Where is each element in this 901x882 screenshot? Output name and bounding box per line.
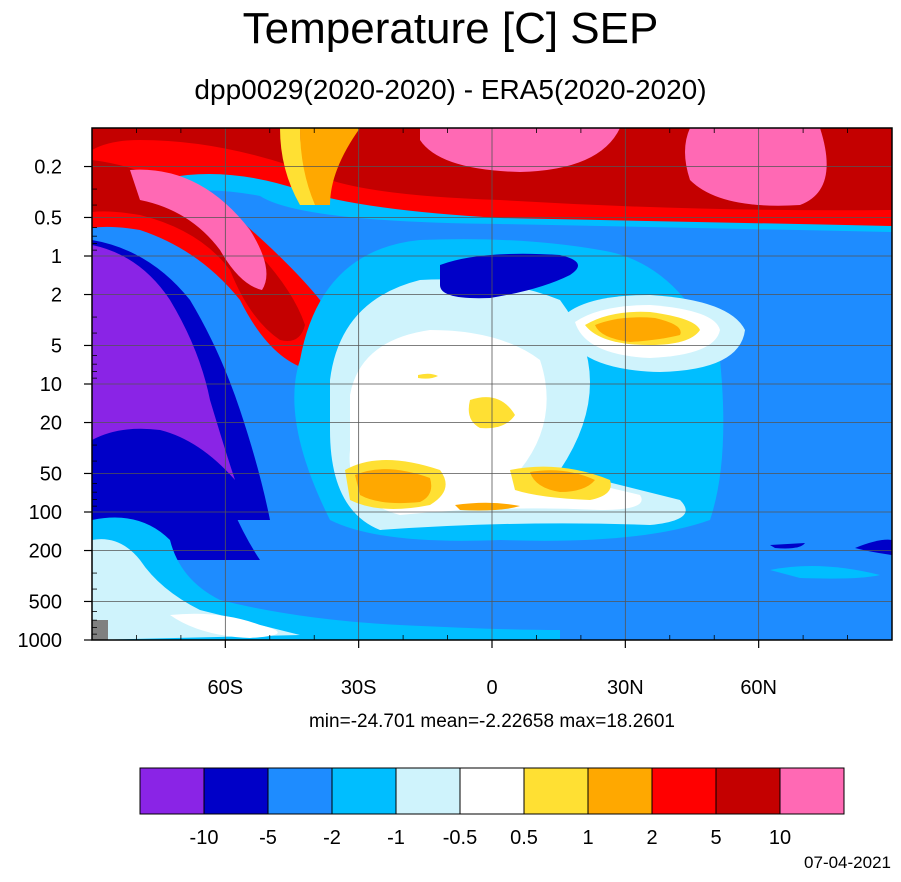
y-axis: 0.2 0.5 1 2 5 10 20 50 100 200 500 1000 bbox=[18, 157, 97, 652]
colorbar-swatch bbox=[139, 767, 205, 815]
colorbar-label: -5 bbox=[259, 827, 277, 849]
colorbar-label: 10 bbox=[769, 827, 791, 849]
contour-darkred-tongue bbox=[92, 160, 305, 341]
colorbar-label: 1 bbox=[582, 827, 593, 849]
y-tick-label: 5 bbox=[51, 335, 62, 357]
colorbar-label: -2 bbox=[323, 827, 341, 849]
contour-orange-eq-low bbox=[455, 502, 520, 511]
contour-cyan-nh500 bbox=[770, 566, 880, 579]
x-axis: 60S 30S 0 30N 60N bbox=[136, 128, 848, 699]
y-tick-label: 1000 bbox=[18, 630, 63, 652]
colorbar-swatch bbox=[587, 767, 653, 815]
contour-orange-30s bbox=[355, 469, 432, 504]
colorbar-swatch bbox=[523, 767, 589, 815]
colorbar-swatch bbox=[715, 767, 781, 815]
y-tick-label: 200 bbox=[29, 541, 62, 563]
y-tick-label: 500 bbox=[29, 591, 62, 613]
contour-purple-sh bbox=[92, 245, 235, 480]
colorbar-label: 2 bbox=[646, 827, 657, 849]
missing-data-patch bbox=[92, 620, 108, 640]
contour-yellow-eq10 bbox=[418, 373, 438, 379]
colorbar-swatch bbox=[459, 767, 525, 815]
colorbar-label: -10 bbox=[190, 827, 219, 849]
chart-title: Temperature [C] SEP bbox=[242, 4, 659, 53]
contour-fill bbox=[92, 128, 892, 640]
colorbar-swatch bbox=[331, 767, 397, 815]
colorbar-swatch bbox=[779, 767, 845, 815]
colorbar-label: 5 bbox=[710, 827, 721, 849]
colorbar-swatch bbox=[651, 767, 717, 815]
contour-pink-eq bbox=[420, 128, 620, 172]
x-tick-label: 0 bbox=[486, 677, 497, 699]
contour-pink-sh bbox=[130, 169, 267, 290]
contour-blue-nh200 bbox=[770, 543, 805, 549]
contour-cyan-low bbox=[92, 517, 560, 640]
chart-subtitle: dpp0029(2020-2020) - ERA5(2020-2020) bbox=[194, 74, 707, 105]
contour-darkblue-eq bbox=[440, 253, 578, 299]
y-tick-label: 50 bbox=[40, 463, 62, 485]
y-tick-label: 1 bbox=[51, 246, 62, 268]
x-tick-label: 30N bbox=[607, 677, 644, 699]
contour-blue-nh200b bbox=[855, 539, 892, 555]
colorbar-swatch bbox=[395, 767, 461, 815]
y-tick-label: 20 bbox=[40, 413, 62, 435]
contour-lightcyan-low bbox=[92, 539, 300, 640]
contour-orange-30n bbox=[595, 317, 681, 342]
colorbar-label: -0.5 bbox=[443, 827, 477, 849]
x-tick-label: 60S bbox=[208, 677, 244, 699]
colorbar-swatch bbox=[203, 767, 269, 815]
y-tick-label: 0.5 bbox=[34, 207, 62, 229]
x-tick-label: 60N bbox=[740, 677, 777, 699]
contour-white-low bbox=[170, 613, 278, 638]
y-tick-label: 10 bbox=[40, 374, 62, 396]
grid-lines bbox=[92, 128, 892, 641]
colorbar-label: -1 bbox=[387, 827, 405, 849]
y-tick-label: 0.2 bbox=[34, 157, 62, 179]
colorbar-swatch bbox=[267, 767, 333, 815]
x-tick-label: 30S bbox=[341, 677, 377, 699]
stats-line: min=-24.701 mean=-2.22658 max=18.2601 bbox=[308, 711, 675, 732]
y-tick-label: 2 bbox=[51, 285, 62, 307]
colorbar: -10 -5 -2 -1 -0.5 0.5 1 2 5 10 bbox=[139, 767, 845, 849]
y-tick-label: 100 bbox=[29, 502, 62, 524]
contour-orange-30n-low bbox=[530, 470, 595, 492]
date-label: 07-04-2021 bbox=[804, 853, 891, 872]
colorbar-label: 0.5 bbox=[510, 827, 538, 849]
